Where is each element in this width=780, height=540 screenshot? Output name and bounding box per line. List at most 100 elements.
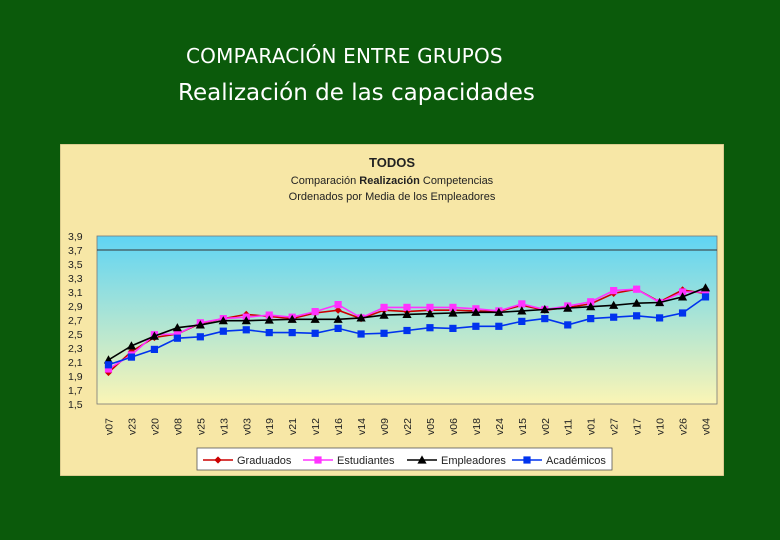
data-point-estudiantes bbox=[403, 303, 411, 311]
data-point-academicos bbox=[426, 324, 434, 332]
data-point-academicos bbox=[150, 345, 159, 353]
data-point-estudiantes bbox=[380, 303, 388, 311]
y-tick-label: 3,3 bbox=[68, 273, 83, 285]
data-point-academicos bbox=[104, 361, 113, 369]
y-tick-label: 3,9 bbox=[68, 231, 83, 243]
data-point-academicos bbox=[633, 312, 641, 320]
data-point-empleadores bbox=[700, 283, 711, 292]
x-tick-label: v20 bbox=[149, 418, 161, 435]
data-point-estudiantes bbox=[426, 303, 434, 311]
data-point-empleadores bbox=[287, 314, 297, 323]
data-point-academicos bbox=[196, 333, 204, 341]
y-axis: 3,9 3,7 3,5 3,3 3,1 2,9 2,7 2,5 2,3 2,1 1,9 1,7 1,5 bbox=[68, 231, 83, 411]
data-point-academicos bbox=[357, 330, 365, 338]
data-point-academicos bbox=[127, 353, 136, 361]
x-tick-label: v21 bbox=[287, 418, 299, 435]
y-tick-label: 2,9 bbox=[68, 301, 83, 313]
chart-title: TODOS bbox=[369, 155, 415, 170]
data-point-estudiantes bbox=[311, 308, 319, 316]
data-point-academicos bbox=[564, 321, 572, 329]
data-point-empleadores bbox=[586, 302, 596, 311]
data-point-academicos bbox=[518, 317, 526, 325]
slide-subtitle: Realización de las capacidades bbox=[178, 80, 535, 106]
legend-box bbox=[196, 447, 613, 471]
x-tick-label: v18 bbox=[471, 418, 483, 435]
data-point-estudiantes bbox=[173, 330, 181, 338]
y-tick-label: 1,9 bbox=[68, 371, 83, 383]
data-point-graduados bbox=[334, 306, 342, 314]
data-point-empleadores bbox=[677, 292, 688, 301]
legend-marker-academicos bbox=[523, 456, 531, 464]
data-point-academicos bbox=[219, 327, 227, 335]
data-point-academicos bbox=[311, 329, 319, 337]
chart: TODOS Comparación Realización Competenci… bbox=[60, 144, 724, 476]
data-point-academicos bbox=[403, 326, 411, 335]
data-point-academicos bbox=[334, 324, 342, 332]
x-tick-label: v08 bbox=[172, 418, 184, 435]
data-point-academicos bbox=[380, 329, 388, 337]
data-point-empleadores bbox=[310, 314, 320, 323]
plot-area bbox=[96, 235, 718, 405]
chart-subtitle-part-1: Comparación bbox=[291, 175, 359, 187]
data-point-academicos bbox=[655, 314, 664, 322]
data-point-empleadores bbox=[563, 303, 573, 312]
data-point-academicos bbox=[678, 309, 687, 317]
data-point-academicos bbox=[242, 326, 250, 334]
legend-label-academicos: Académicos bbox=[546, 455, 606, 467]
y-tick-label: 2,1 bbox=[68, 357, 83, 369]
data-point-empleadores bbox=[264, 315, 274, 324]
x-axis: v07 v23 v20 v08 v25 v13 v03 v19 v21 v12 v16 v14 v09 v… bbox=[103, 418, 712, 435]
data-point-academicos bbox=[449, 324, 457, 332]
legend-label-empleadores: Empleadores bbox=[441, 455, 506, 467]
y-tick-label: 2,5 bbox=[68, 329, 83, 341]
x-tick-label: v05 bbox=[425, 418, 437, 435]
data-point-estudiantes bbox=[104, 365, 113, 373]
x-tick-label: v26 bbox=[678, 418, 690, 435]
x-tick-label: v09 bbox=[379, 418, 391, 435]
y-tick-label: 2,3 bbox=[68, 343, 83, 355]
y-tick-label: 2,7 bbox=[68, 315, 83, 327]
data-point-empleadores bbox=[448, 308, 458, 317]
x-tick-label: v23 bbox=[126, 418, 138, 435]
legend-label-estudiantes: Estudiantes bbox=[337, 455, 395, 467]
data-point-academicos bbox=[587, 315, 595, 323]
x-tick-label: v02 bbox=[540, 418, 552, 435]
chart-subtitle-line-2: Ordenados por Media de los Empleadores bbox=[289, 191, 496, 203]
series-empleadores bbox=[103, 283, 711, 364]
data-point-academicos bbox=[610, 313, 618, 321]
x-tick-label: v27 bbox=[609, 418, 621, 435]
data-point-academicos bbox=[173, 334, 181, 342]
data-point-empleadores bbox=[540, 304, 550, 314]
data-point-empleadores bbox=[241, 316, 251, 325]
legend-marker-estudiantes bbox=[314, 456, 322, 464]
data-point-empleadores bbox=[471, 307, 481, 316]
data-point-empleadores bbox=[654, 297, 665, 307]
data-point-estudiantes bbox=[265, 311, 273, 319]
chart-subtitle: Comparación Realización Competencias bbox=[291, 175, 494, 187]
data-point-academicos bbox=[472, 322, 480, 330]
data-point-academicos bbox=[701, 293, 710, 301]
data-point-empleadores bbox=[425, 309, 435, 318]
data-point-estudiantes bbox=[678, 288, 687, 296]
data-point-empleadores bbox=[218, 316, 228, 325]
data-point-academicos bbox=[541, 315, 549, 323]
data-point-empleadores bbox=[632, 298, 642, 307]
data-point-estudiantes bbox=[610, 287, 618, 295]
y-tick-label: 1,5 bbox=[68, 399, 83, 411]
x-tick-label: v06 bbox=[448, 418, 460, 435]
legend: Graduados Estudiantes Empleadores Académico… bbox=[196, 447, 613, 471]
data-point-empleadores bbox=[379, 310, 389, 319]
data-point-estudiantes bbox=[701, 288, 710, 296]
data-point-empleadores bbox=[333, 314, 343, 323]
y-tick-label: 1,7 bbox=[68, 385, 83, 397]
x-tick-label: v03 bbox=[241, 418, 253, 435]
data-point-empleadores bbox=[126, 341, 137, 350]
data-point-estudiantes bbox=[633, 285, 641, 293]
data-point-academicos bbox=[265, 329, 273, 337]
legend-label-graduados: Graduados bbox=[237, 455, 292, 467]
x-tick-label: v07 bbox=[103, 418, 115, 435]
data-point-academicos bbox=[288, 329, 296, 337]
x-tick-label: v17 bbox=[632, 418, 644, 435]
x-tick-label: v04 bbox=[701, 418, 713, 435]
data-point-empleadores bbox=[402, 309, 412, 318]
